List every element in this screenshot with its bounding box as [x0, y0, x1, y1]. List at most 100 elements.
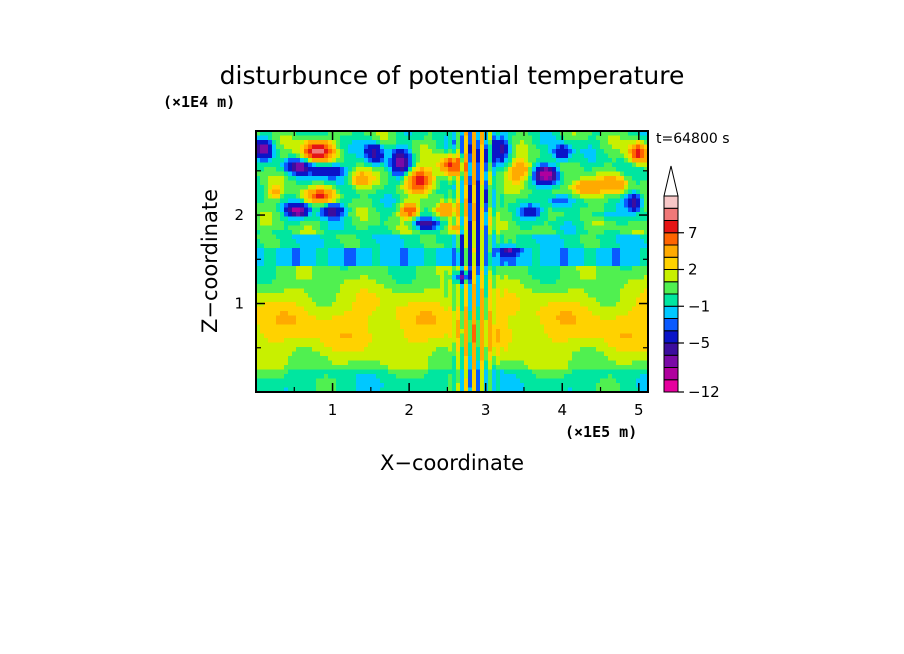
heatmap-cell — [396, 167, 401, 173]
heatmap-cell — [508, 225, 513, 231]
heatmap-cell — [556, 176, 561, 182]
heatmap-cell — [632, 320, 637, 326]
heatmap-cell — [448, 176, 453, 182]
heatmap-cell — [620, 284, 625, 290]
heatmap-cell — [260, 306, 265, 312]
heatmap-cell — [548, 234, 553, 240]
heatmap-cell — [364, 288, 369, 294]
heatmap-cell — [380, 158, 385, 164]
heatmap-cell — [268, 212, 273, 218]
heatmap-cell — [476, 297, 481, 303]
heatmap-cell — [488, 329, 493, 335]
heatmap-cell — [456, 315, 461, 321]
heatmap-cell — [412, 131, 417, 137]
heatmap-cell — [376, 234, 381, 240]
heatmap-cell — [364, 306, 369, 312]
heatmap-cell — [320, 153, 325, 159]
heatmap-cell — [312, 342, 317, 348]
heatmap-cell — [340, 162, 345, 168]
heatmap-cell — [584, 162, 589, 168]
heatmap-cell — [400, 324, 405, 330]
heatmap-cell — [572, 311, 577, 317]
heatmap-cell — [564, 153, 569, 159]
heatmap-cell — [520, 347, 525, 353]
heatmap-cell — [368, 248, 373, 254]
heatmap-cell — [396, 266, 401, 272]
heatmap-cell — [372, 207, 377, 213]
heatmap-cell — [360, 338, 365, 344]
heatmap-cell — [408, 144, 413, 150]
heatmap-cell — [600, 198, 605, 204]
heatmap-cell — [308, 329, 313, 335]
heatmap-cell — [552, 194, 557, 200]
heatmap-cell — [388, 329, 393, 335]
heatmap-cell — [344, 230, 349, 236]
heatmap-cell — [588, 167, 593, 173]
heatmap-cell — [460, 311, 465, 317]
heatmap-cell — [548, 333, 553, 339]
heatmap-cell — [324, 140, 329, 146]
heatmap-cell — [396, 180, 401, 186]
heatmap-cell — [304, 149, 309, 155]
heatmap-cell — [624, 302, 629, 308]
heatmap-cell — [300, 135, 305, 141]
heatmap-cell — [312, 279, 317, 285]
heatmap-cell — [344, 351, 349, 357]
heatmap-cell — [280, 221, 285, 227]
heatmap-cell — [580, 189, 585, 195]
heatmap-cell — [404, 131, 409, 137]
heatmap-cell — [272, 311, 277, 317]
heatmap-cell — [580, 347, 585, 353]
heatmap-cell — [272, 221, 277, 227]
heatmap-cell — [392, 320, 397, 326]
heatmap-cell — [456, 171, 461, 177]
heatmap-cell — [472, 239, 477, 245]
heatmap-cell — [368, 234, 373, 240]
heatmap-cell — [388, 302, 393, 308]
heatmap-cell — [288, 180, 293, 186]
heatmap-cell — [592, 216, 597, 222]
heatmap-cell — [488, 189, 493, 195]
heatmap-cell — [416, 149, 421, 155]
heatmap-cell — [436, 351, 441, 357]
heatmap-cell — [384, 162, 389, 168]
heatmap-cell — [540, 230, 545, 236]
heatmap-cell — [456, 284, 461, 290]
heatmap-cell — [296, 257, 301, 263]
heatmap-cell — [368, 216, 373, 222]
heatmap-cell — [304, 167, 309, 173]
heatmap-cell — [628, 185, 633, 191]
heatmap-cell — [436, 185, 441, 191]
heatmap-cell — [572, 284, 577, 290]
heatmap-cell — [256, 324, 261, 330]
heatmap-cell — [432, 324, 437, 330]
heatmap-cell — [372, 293, 377, 299]
heatmap-cell — [264, 311, 269, 317]
heatmap-cell — [584, 351, 589, 357]
heatmap-cell — [516, 275, 521, 281]
heatmap-cell — [592, 248, 597, 254]
heatmap-cell — [392, 225, 397, 231]
heatmap-cell — [624, 329, 629, 335]
heatmap-cell — [416, 329, 421, 335]
heatmap-cell — [320, 176, 325, 182]
heatmap-cell — [380, 356, 385, 362]
heatmap-cell — [596, 329, 601, 335]
heatmap-cell — [292, 333, 297, 339]
heatmap-cell — [632, 324, 637, 330]
heatmap-cell — [568, 270, 573, 276]
heatmap-cell — [288, 225, 293, 231]
heatmap-cell — [492, 252, 497, 258]
heatmap-cell — [548, 338, 553, 344]
heatmap-cell — [596, 234, 601, 240]
heatmap-cell — [340, 288, 345, 294]
heatmap-cell — [400, 158, 405, 164]
heatmap-cell — [592, 158, 597, 164]
heatmap-cell — [624, 284, 629, 290]
heatmap-cell — [468, 221, 473, 227]
heatmap-cell — [636, 329, 641, 335]
heatmap-cell — [448, 266, 453, 272]
heatmap-cell — [424, 162, 429, 168]
heatmap-cell — [568, 302, 573, 308]
heatmap-cell — [532, 329, 537, 335]
